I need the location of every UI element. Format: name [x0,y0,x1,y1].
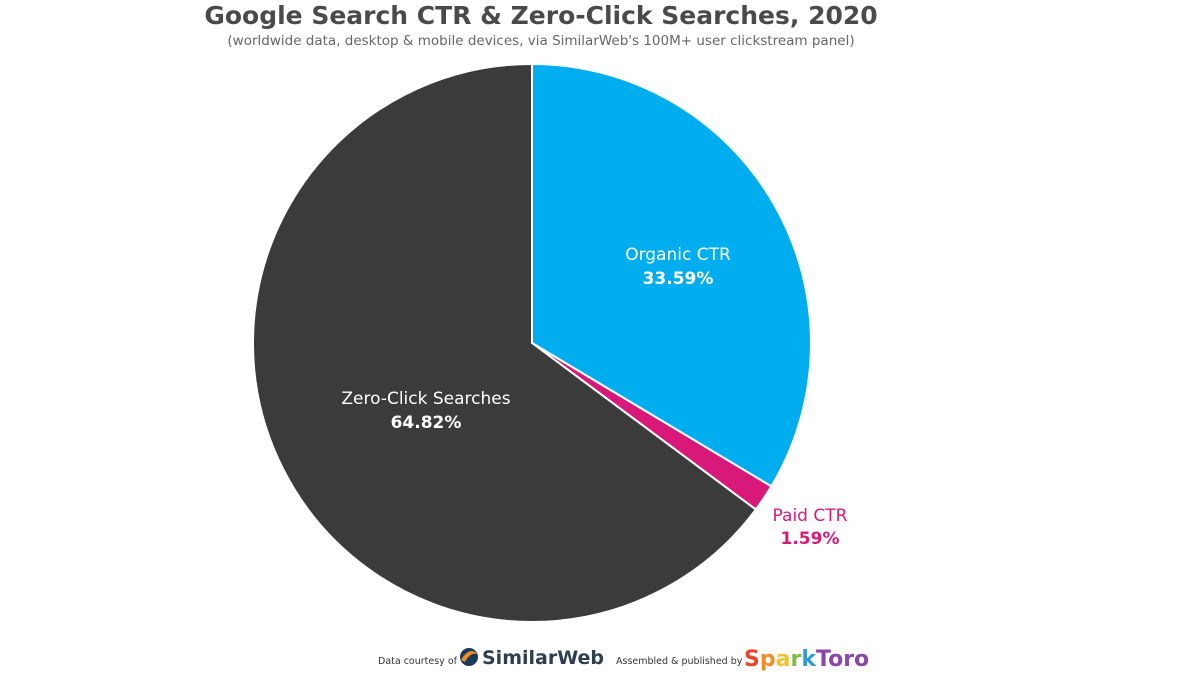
similarweb-logo-icon [460,648,478,666]
similarweb-logo-swoosh [461,651,478,662]
slice-label-zero-click-name: Zero-Click Searches [341,389,510,409]
slice-label-zero-click-value: 64.82% [391,413,462,433]
slice-label-organic-value: 33.59% [643,269,714,289]
similarweb-logo-text: SimilarWeb [482,647,604,669]
sparktoro-logo-text: SparkToro [744,647,869,672]
slice-label-organic-name: Organic CTR [625,245,731,265]
pie-slices [252,62,813,623]
data-courtesy-text: Data courtesy of [378,656,458,667]
chart-subtitle: (worldwide data, desktop & mobile device… [227,33,854,49]
assembled-by-text: Assembled & published by [616,656,743,667]
slice-label-paid-name: Paid CTR [773,506,848,526]
pie-slice-zero-click [252,62,758,623]
slice-label-paid-value: 1.59% [781,529,840,549]
pie-slice-organic-ctr [531,62,813,488]
similarweb-logo: SimilarWeb [460,647,604,669]
footer-credits: Data courtesy of SimilarWeb Assembled & … [378,647,869,672]
chart-title: Google Search CTR & Zero-Click Searches,… [204,1,877,30]
